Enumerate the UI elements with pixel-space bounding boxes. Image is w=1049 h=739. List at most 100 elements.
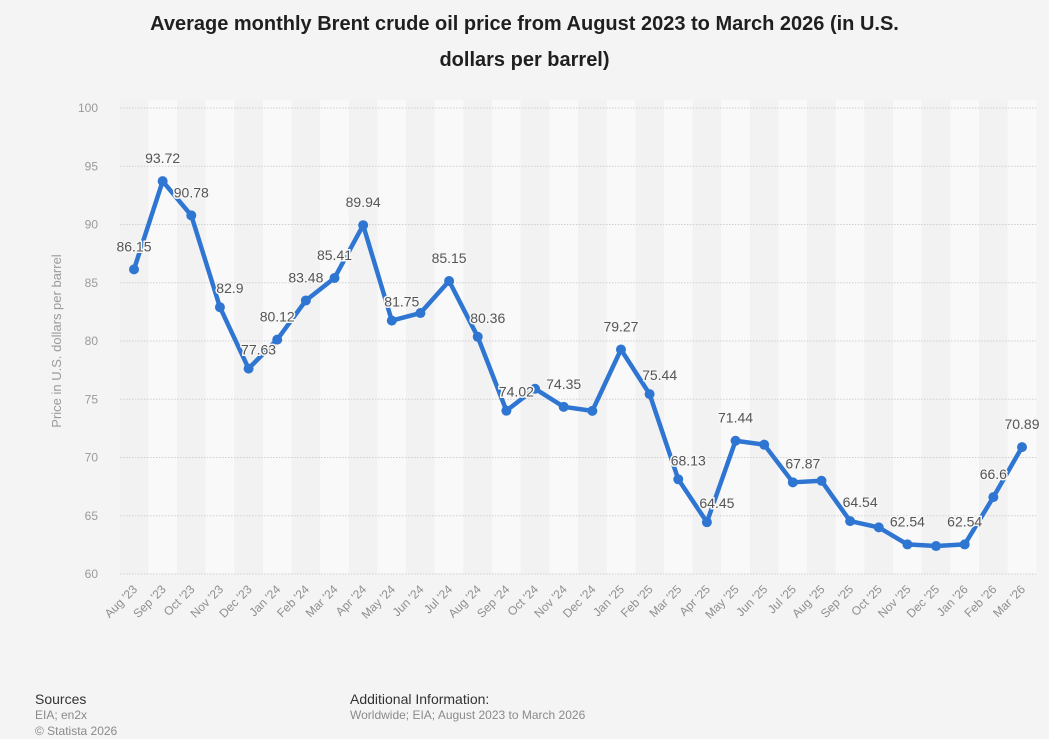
data-label: 74.35: [546, 376, 581, 392]
column-band: [119, 100, 149, 574]
data-label: 90.78: [174, 184, 209, 200]
data-point[interactable]: [701, 517, 712, 528]
data-labels: 86.15 93.72 90.78 82.9 77.63 80.12 83.48 85.41 8…: [115, 149, 1041, 531]
data-point[interactable]: [931, 541, 942, 552]
data-label: 80.36: [470, 310, 505, 326]
column-band: [348, 100, 378, 574]
data-point[interactable]: [959, 539, 970, 550]
data-point[interactable]: [243, 363, 254, 374]
column-band: [1007, 100, 1037, 574]
sources-section: Sources EIA; en2x © Statista 2026: [35, 691, 117, 739]
data-point[interactable]: [444, 276, 455, 287]
x-tick-label: Sep '23: [130, 582, 169, 621]
x-tick-label: Jun '24: [390, 582, 427, 619]
data-point[interactable]: [300, 295, 311, 306]
data-point[interactable]: [186, 210, 197, 221]
chart-title-line-1: Average monthly Brent crude oil price fr…: [150, 13, 899, 35]
data-point[interactable]: [730, 435, 741, 446]
additional-info-text: Worldwide; EIA; August 2023 to March 202…: [350, 708, 586, 722]
column-band: [578, 100, 607, 574]
x-tick-label: Dec '25: [904, 582, 943, 621]
column-bands: [119, 100, 1037, 574]
column-band: [721, 100, 750, 574]
data-label: 71.44: [718, 410, 753, 426]
data-point[interactable]: [358, 220, 369, 231]
additional-info-section: Additional Information: Worldwide; EIA; …: [350, 691, 585, 723]
data-point[interactable]: [873, 522, 884, 533]
data-point[interactable]: [816, 475, 827, 486]
sources-heading: Sources: [35, 691, 87, 707]
column-band: [320, 100, 349, 574]
data-label: 67.87: [785, 455, 820, 471]
data-point[interactable]: [615, 344, 626, 355]
copyright-text: © Statista 2026: [35, 724, 118, 738]
data-label: 83.48: [288, 269, 323, 285]
y-axis-ticks: 60 65 70 75 80 85 90 95 100: [78, 101, 98, 581]
column-band: [749, 100, 779, 574]
data-point[interactable]: [157, 176, 168, 187]
data-point[interactable]: [787, 477, 798, 488]
column-band: [893, 100, 922, 574]
y-tick-label: 60: [85, 567, 99, 581]
data-label: 75.44: [642, 367, 677, 383]
column-band: [205, 100, 235, 574]
data-label: 74.02: [499, 384, 534, 400]
chart-title: Average monthly Brent crude oil price fr…: [0, 6, 1049, 78]
column-band: [520, 100, 550, 574]
y-tick-label: 70: [85, 451, 99, 465]
data-point[interactable]: [587, 405, 598, 416]
column-band: [234, 100, 263, 574]
data-point[interactable]: [214, 302, 225, 313]
data-label: 80.12: [260, 309, 295, 325]
data-label: 70.89: [1004, 416, 1039, 432]
y-tick-label: 90: [85, 218, 99, 232]
data-point[interactable]: [530, 383, 541, 394]
data-label: 66.6: [980, 466, 1007, 482]
column-band: [549, 100, 578, 574]
y-tick-label: 95: [85, 159, 99, 173]
data-point[interactable]: [759, 439, 770, 450]
data-point[interactable]: [845, 516, 856, 527]
column-band: [176, 100, 206, 574]
data-label: 62.54: [947, 513, 982, 529]
data-point[interactable]: [415, 308, 426, 319]
data-point[interactable]: [1017, 442, 1027, 453]
data-point[interactable]: [472, 331, 483, 342]
data-label: 82.9: [216, 280, 243, 296]
column-band: [979, 100, 1008, 574]
data-label: 86.15: [116, 238, 151, 254]
data-point[interactable]: [329, 272, 340, 283]
column-band: [950, 100, 980, 574]
data-point[interactable]: [558, 401, 569, 412]
data-point[interactable]: [386, 315, 397, 326]
column-band: [434, 100, 464, 574]
x-tick-label: Mar '26: [990, 582, 1028, 620]
column-band: [148, 100, 177, 574]
data-point[interactable]: [272, 334, 283, 345]
sources-text[interactable]: EIA; en2x: [35, 708, 88, 722]
y-tick-label: 75: [85, 392, 99, 406]
y-tick-label: 100: [78, 101, 98, 115]
data-label: 62.54: [890, 513, 925, 529]
y-tick-label: 85: [85, 276, 99, 290]
data-label: 64.54: [843, 494, 878, 510]
data-point[interactable]: [129, 264, 139, 275]
data-point[interactable]: [501, 405, 512, 416]
data-points: [129, 176, 1027, 552]
y-tick-label: 65: [85, 509, 99, 523]
data-point[interactable]: [988, 492, 999, 503]
x-tick-label: Mar '24: [303, 582, 341, 620]
data-point[interactable]: [673, 474, 684, 485]
column-band: [492, 100, 521, 574]
data-label: 85.15: [432, 250, 467, 266]
x-tick-label: Sep '25: [818, 582, 857, 621]
data-point[interactable]: [644, 389, 655, 400]
column-band: [406, 100, 435, 574]
column-band: [778, 100, 808, 574]
x-tick-label: Mar '25: [646, 582, 684, 620]
chart-title-line-2: dollars per barrel): [439, 49, 610, 71]
column-band: [377, 100, 407, 574]
data-point[interactable]: [902, 539, 913, 550]
y-tick-label: 80: [85, 334, 99, 348]
